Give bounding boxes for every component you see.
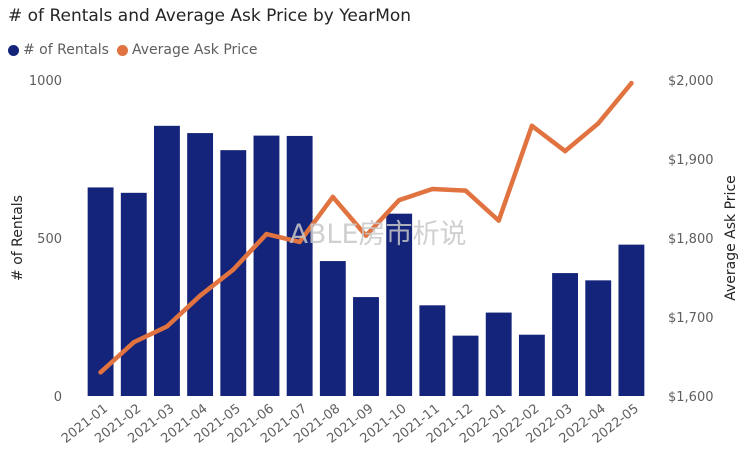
bar-2022-05[interactable] [618, 245, 644, 396]
bar-2021-04[interactable] [187, 133, 213, 396]
bar-2021-09[interactable] [353, 297, 379, 396]
left-tick-label: 0 [54, 390, 62, 405]
bar-2022-01[interactable] [486, 313, 512, 396]
right-tick-label: $1,900 [668, 153, 714, 168]
avg-price-point-2022-03[interactable] [563, 149, 567, 153]
y-axis-title-left: # of Rentals [10, 195, 26, 281]
avg-price-point-2022-04[interactable] [596, 121, 600, 125]
avg-price-point-2021-01[interactable] [98, 370, 102, 374]
avg-price-point-2022-05[interactable] [629, 81, 633, 85]
avg-price-point-2021-10[interactable] [397, 198, 401, 202]
bar-2021-03[interactable] [154, 126, 180, 396]
bar-2021-12[interactable] [453, 336, 479, 396]
left-axis: 0 500 1000 [29, 74, 62, 405]
rentals-bars[interactable] [88, 126, 645, 396]
bar-2021-08[interactable] [320, 261, 346, 396]
avg-price-point-2021-03[interactable] [165, 324, 169, 328]
left-tick-label: 500 [37, 232, 62, 247]
avg-price-point-2021-11[interactable] [430, 187, 434, 191]
right-tick-label: $2,000 [668, 74, 714, 89]
bar-2021-06[interactable] [254, 136, 280, 396]
avg-price-point-2022-01[interactable] [497, 218, 501, 222]
y-axis-title-right: Average Ask Price [723, 175, 739, 301]
right-tick-label: $1,700 [668, 311, 714, 326]
avg-price-point-2022-02[interactable] [530, 124, 534, 128]
bar-2021-11[interactable] [419, 305, 445, 396]
avg-price-point-2021-08[interactable] [331, 195, 335, 199]
bar-2022-04[interactable] [585, 280, 611, 396]
combo-chart[interactable]: 05001000 $1,600$1,700$1,800$1,900$2,000 … [0, 0, 751, 455]
right-tick-label: $1,600 [668, 390, 714, 405]
bar-2021-07[interactable] [287, 136, 313, 396]
right-tick-label: $1,800 [668, 232, 714, 247]
watermark: ABLE房市析说 [289, 219, 466, 250]
bar-2022-03[interactable] [552, 273, 578, 396]
bar-2021-05[interactable] [220, 150, 246, 396]
left-tick-label: 1000 [29, 74, 62, 89]
avg-price-point-2021-02[interactable] [132, 340, 136, 344]
avg-price-point-2021-04[interactable] [198, 293, 202, 297]
bar-2022-02[interactable] [519, 335, 545, 396]
avg-price-point-2021-06[interactable] [264, 232, 268, 236]
x-axis: 2021-012021-022021-032021-042021-052021-… [59, 401, 642, 446]
right-axis: $1,600 $1,700 $1,800 $1,900 $2,000 [668, 74, 714, 405]
avg-price-point-2021-05[interactable] [231, 267, 235, 271]
avg-price-point-2021-12[interactable] [463, 188, 467, 192]
bar-2021-02[interactable] [121, 193, 147, 396]
